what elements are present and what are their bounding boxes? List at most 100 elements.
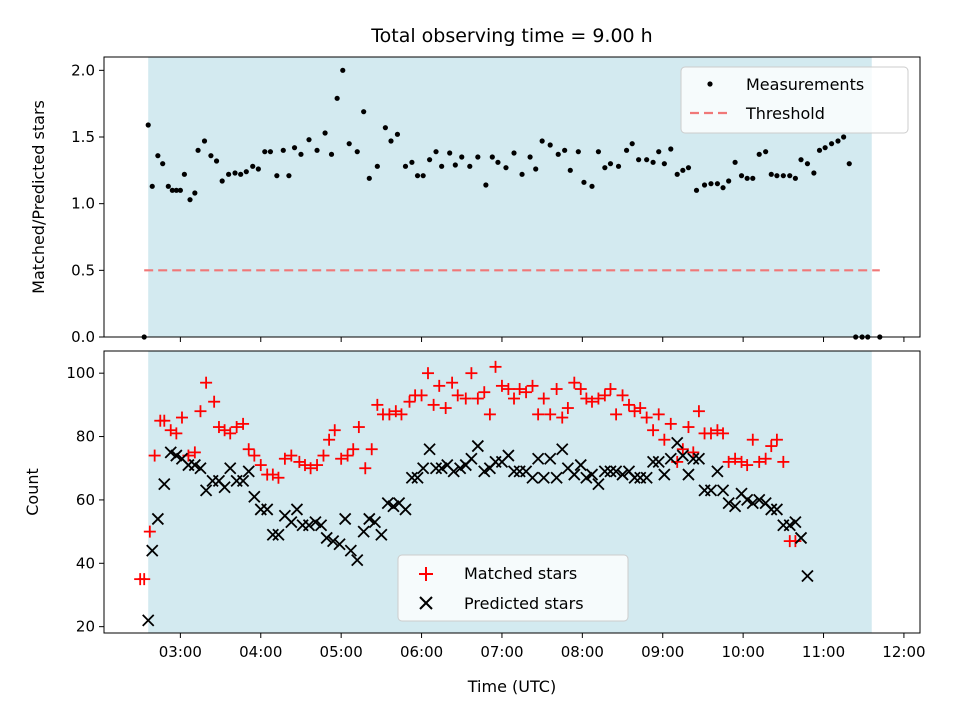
predicted-star-point [266,528,279,541]
predicted-star-point [526,471,539,484]
measurement-point [177,187,183,193]
matched-star-point [200,376,213,389]
predicted-star-point [320,531,333,545]
matched-star-point [770,433,783,446]
measurement-point [181,171,187,177]
measurement-point [195,147,201,153]
bottom-y-tick-label: 80 [76,428,95,446]
matched-star-point [550,383,563,396]
predicted-star-point [671,436,684,450]
bottom-plot-frame [103,350,921,634]
measurement-point [420,173,426,179]
measurement-point [822,145,828,151]
measurement-point [527,154,533,160]
matched-star-point [753,455,766,468]
measurement-point [744,175,750,181]
top-y-tick-label: 1.0 [71,195,95,213]
predicted-star-point [753,493,766,507]
legend-matched-label: Matched stars [464,564,577,583]
measurement-point [674,171,680,177]
measurement-point [798,157,804,163]
bottom-y-tick-label: 100 [66,364,95,382]
measurement-point [238,171,244,177]
matched-star-point [285,449,298,462]
predicted-star-point [722,496,735,510]
measurement-point [298,151,304,157]
measurement-point [828,141,835,147]
matched-star-point [513,383,526,396]
predicted-star-point [248,490,261,503]
matched-star-point [188,446,201,459]
matched-star-point [789,535,802,548]
predicted-star-point [261,503,274,516]
predicted-star-point [728,500,742,513]
matched-star-point [138,573,151,586]
matched-star-point [585,395,598,408]
measurement-point [173,187,179,193]
measurement-point [680,167,686,173]
predicted-star-point [711,465,724,478]
measurement-point [629,141,635,147]
measurement-point [547,142,553,148]
predicted-star-point [164,446,177,459]
measurement-point [811,170,817,176]
measurement-point [511,150,517,156]
matched-star-point [495,379,508,392]
measurement-point [816,147,823,153]
measurement-point [787,173,793,179]
predicted-star-point [357,525,370,538]
predicted-star-point [199,484,213,497]
measurement-point [394,131,401,137]
bottom-y-tick-label: 60 [76,491,95,509]
matched-star-point [483,408,496,421]
matched-star-point [568,376,581,389]
matched-star-point [170,427,183,440]
measurement-point [495,159,501,165]
predicted-star-point [465,452,478,465]
measurement-point [250,163,256,169]
legend-matched-marker [419,567,433,581]
measurement-point [402,163,409,169]
predicted-star-point [580,471,593,484]
predicted-star-point [746,496,759,510]
matched-star-point [323,433,336,446]
measurement-point [145,122,151,128]
matched-star-point [230,421,243,434]
predicted-star-point [158,477,171,491]
matched-star-point [433,379,446,392]
predicted-star-point [770,503,784,516]
predicted-star-point [272,528,285,541]
predicted-star-point [646,455,660,469]
measurement-point [575,149,581,155]
matched-star-point [465,367,478,380]
measurement-point [668,146,674,152]
measurement-point [644,157,650,163]
measurement-point [708,181,714,187]
measurement-point [192,190,198,196]
predicted-star-point [604,465,617,478]
predicted-star-point [194,462,207,475]
predicted-star-point [609,465,623,478]
matched-star-point [208,395,221,408]
measurement-point [280,147,286,153]
matched-star-point [415,389,428,402]
measurement-point [792,175,798,181]
bottom-y-label: Count [23,468,42,516]
predicted-star-point [417,462,430,475]
predicted-star-point [537,471,550,484]
matched-star-point [317,449,330,462]
predicted-star-point [188,458,201,472]
x-tick-label: 08:00 [561,643,604,661]
predicted-star-point [363,512,376,526]
measurement-point [286,173,292,179]
matched-star-point [676,443,689,456]
measurement-point [255,166,261,172]
matched-star-point [717,427,730,440]
bottom-y-axis: 20 40 60 80 100 [66,364,104,636]
matched-star-point [451,389,464,402]
predicted-star-point [616,468,629,481]
matched-star-point [604,383,617,396]
matched-star-point [328,424,341,437]
predicted-star-point [454,462,467,475]
legend-predicted-marker [419,596,433,610]
